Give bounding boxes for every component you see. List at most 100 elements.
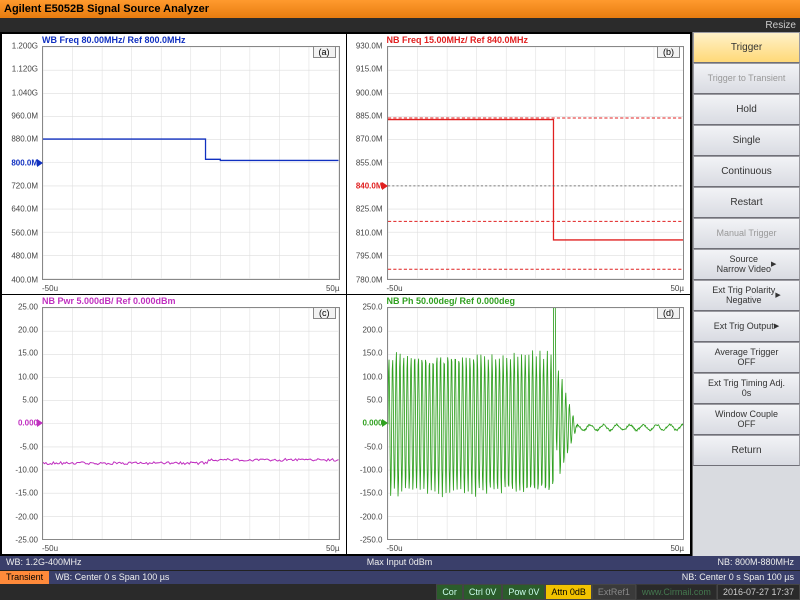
sidebar-btn-0[interactable]: Trigger [693, 32, 800, 63]
resize-label[interactable]: Resize [765, 20, 796, 31]
panel-a-ytick-2: 1.040G [2, 88, 38, 97]
bottombar-item-4: ExtRef1 [592, 584, 636, 600]
sidebar-btn-6[interactable]: Manual Trigger [693, 218, 800, 249]
panel-a-plot[interactable] [42, 46, 340, 280]
panel-a-ytick-3: 960.0M [2, 112, 38, 121]
panel-d-ytick-6: -50.0 [347, 442, 383, 451]
panel-d-xleft: -50u [387, 544, 403, 553]
panel-c-ytick-3: 10.00 [2, 372, 38, 381]
sidebar: TriggerTrigger to TransientHoldSingleCon… [692, 32, 800, 556]
sidebar-btn-13[interactable]: Return [693, 435, 800, 466]
panel-b-ytick-8: 810.0M [347, 228, 383, 237]
resize-row: Resize [0, 18, 800, 32]
panel-b-plot[interactable] [387, 46, 685, 280]
title-bar: Agilent E5052B Signal Source Analyzer [0, 0, 800, 18]
sidebar-btn-5[interactable]: Restart [693, 187, 800, 218]
panel-c-ytick-4: 5.00 [2, 395, 38, 404]
panel-a-ytick-8: 560.0M [2, 228, 38, 237]
panel-d-ytick-9: -200.0 [347, 512, 383, 521]
panel-c-xright: 50µ [326, 544, 340, 553]
panel-a-ytick-9: 480.0M [2, 252, 38, 261]
panel-b-ytick-9: 795.0M [347, 252, 383, 261]
panel-d-ref-marker [382, 419, 388, 427]
status2-left: WB: Center 0 s Span 100 µs [49, 571, 175, 584]
sidebar-btn-7[interactable]: Source Narrow Video ▶ [693, 249, 800, 280]
panel-b-title: NB Freq 15.00MHz/ Ref 840.0MHz [387, 35, 529, 45]
panel-a-xright: 50µ [326, 284, 340, 293]
bottombar-item-0: Cor [436, 584, 463, 600]
sidebar-btn-1[interactable]: Trigger to Transient [693, 63, 800, 94]
bottom-bar: CorCtrl 0VPow 0VAttn 0dBExtRef1www.Cirma… [0, 584, 800, 600]
status1-center: Max Input 0dBm [88, 556, 712, 570]
panel-a: WB Freq 80.00MHz/ Ref 800.0MHz(a)1.200G1… [2, 34, 346, 294]
sidebar-btn-3[interactable]: Single [693, 125, 800, 156]
panel-c-ytick-0: 25.00 [2, 302, 38, 311]
bottombar-item-1: Ctrl 0V [463, 584, 503, 600]
panel-c-ytick-5: 0.000 [2, 419, 38, 428]
panel-a-ytick-4: 880.0M [2, 135, 38, 144]
panel-b-ref-marker [382, 182, 388, 190]
panel-b-ytick-6: 840.0M [347, 182, 383, 191]
app-root: Agilent E5052B Signal Source Analyzer Re… [0, 0, 800, 600]
panel-b-ytick-2: 900.0M [347, 88, 383, 97]
status2-tag: Transient [0, 571, 49, 584]
panel-a-ytick-0: 1.200G [2, 42, 38, 51]
panel-d: NB Ph 50.00deg/ Ref 0.000deg (d) 250.0 200.… [347, 295, 691, 555]
watermark: www.Cirmail.com [636, 584, 717, 600]
panel-c-title: NB Pwr 5.000dB/ Ref 0.000dBm [42, 296, 176, 306]
sidebar-btn-8[interactable]: Ext Trig Polarity Negative ▶ [693, 280, 800, 311]
panel-b-xleft: -50u [387, 284, 403, 293]
panel-c-ytick-9: -20.00 [2, 512, 38, 521]
panel-c-ytick-7: -10.00 [2, 465, 38, 474]
status-row-1: WB: 1.2G-400MHz Max Input 0dBm NB: 800M-… [0, 556, 800, 570]
plot-grid: WB Freq 80.00MHz/ Ref 800.0MHz(a)1.200G1… [0, 32, 692, 556]
panel-b-ytick-0: 930.0M [347, 42, 383, 51]
status-row-2: Transient WB: Center 0 s Span 100 µs NB:… [0, 570, 800, 584]
panel-d-xright: 50µ [670, 544, 684, 553]
main-area: WB Freq 80.00MHz/ Ref 800.0MHz(a)1.200G1… [0, 32, 800, 556]
panel-c-ytick-2: 15.00 [2, 349, 38, 358]
panel-a-xleft: -50u [42, 284, 58, 293]
panel-a-ytick-5: 800.0M [2, 158, 38, 167]
panel-c-ytick-1: 20.00 [2, 325, 38, 334]
panel-c-ref-marker [37, 419, 43, 427]
panel-d-ytick-10: -250.0 [347, 536, 383, 545]
panel-b-ytick-10: 780.0M [347, 275, 383, 284]
panel-a-ytick-1: 1.120G [2, 65, 38, 74]
panel-c-plot[interactable] [42, 307, 340, 541]
panel-b-xright: 50µ [670, 284, 684, 293]
panel-a-ref-marker [37, 159, 43, 167]
app-title: Agilent E5052B Signal Source Analyzer [4, 3, 209, 15]
bottombar-item-2: Pow 0V [502, 584, 545, 600]
panel-b: NB Freq 15.00MHz/ Ref 840.0MHz (b) 930.0M 9… [347, 34, 691, 294]
status2-right: NB: Center 0 s Span 100 µs [676, 571, 800, 584]
panel-b-ytick-1: 915.0M [347, 65, 383, 74]
bottombar-item-3: Attn 0dB [545, 584, 592, 600]
panel-d-ytick-0: 250.0 [347, 302, 383, 311]
panel-a-ytick-7: 640.0M [2, 205, 38, 214]
sidebar-btn-9[interactable]: Ext Trig Output ▶ [693, 311, 800, 342]
sidebar-btn-10[interactable]: Average Trigger OFF [693, 342, 800, 373]
panel-b-ytick-5: 855.0M [347, 158, 383, 167]
panel-d-badge: (d) [657, 307, 680, 319]
sidebar-btn-4[interactable]: Continuous [693, 156, 800, 187]
sidebar-btn-11[interactable]: Ext Trig Timing Adj. 0s [693, 373, 800, 404]
panel-d-title: NB Ph 50.00deg/ Ref 0.000deg [387, 296, 516, 306]
panel-d-ytick-5: 0.000 [347, 419, 383, 428]
panel-d-ytick-4: 50.0 [347, 395, 383, 404]
panel-d-ytick-7: -100.0 [347, 465, 383, 474]
panel-d-plot[interactable] [387, 307, 685, 541]
panel-d-ytick-8: -150.0 [347, 489, 383, 498]
panel-b-ytick-4: 870.0M [347, 135, 383, 144]
panel-a-badge: (a) [313, 46, 336, 58]
panel-d-ytick-2: 150.0 [347, 349, 383, 358]
timestamp: 2016-07-27 17:37 [717, 584, 800, 600]
status1-left: WB: 1.2G-400MHz [0, 556, 88, 570]
panel-b-badge: (b) [657, 46, 680, 58]
sidebar-btn-12[interactable]: Window Couple OFF [693, 404, 800, 435]
sidebar-btn-2[interactable]: Hold [693, 94, 800, 125]
panel-c-xleft: -50u [42, 544, 58, 553]
panel-d-ytick-1: 200.0 [347, 325, 383, 334]
panel-d-ytick-3: 100.0 [347, 372, 383, 381]
panel-a-ytick-10: 400.0M [2, 275, 38, 284]
